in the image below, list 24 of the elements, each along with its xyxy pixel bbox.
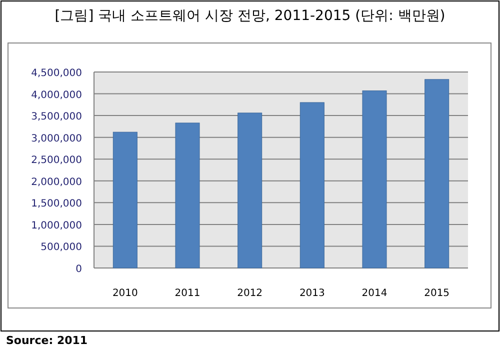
x-tick-label: 2012: [237, 288, 263, 299]
y-tick-label: 3,000,000: [31, 133, 82, 144]
y-tick-label: 0: [76, 264, 82, 275]
y-tick-label: 500,000: [40, 242, 82, 254]
source-note: Source: 2011: [6, 334, 88, 347]
bar: [300, 102, 324, 268]
y-tick-label: 1,000,000: [31, 220, 82, 232]
x-tick-label: 2010: [112, 288, 138, 299]
bar: [238, 112, 262, 268]
bar: [424, 79, 450, 268]
bar: [175, 122, 200, 268]
y-tick-label: 2,000,000: [31, 176, 82, 188]
y-tick-label: 2,500,000: [31, 155, 82, 166]
y-tick-label: 1,500,000: [31, 198, 82, 210]
bar: [112, 132, 138, 268]
x-tick-label: 2011: [174, 288, 200, 299]
y-tick-label: 4,000,000: [31, 90, 82, 101]
chart-title: [그림] 국내 소프트웨어 시장 전망, 2011-2015 (단위: 백만원): [54, 8, 446, 24]
x-tick-label: 2014: [362, 288, 388, 299]
x-tick-label: 2013: [299, 288, 325, 299]
bar: [362, 90, 387, 268]
y-tick-label: 4,500,000: [31, 68, 82, 79]
y-tick-label: 3,500,000: [31, 112, 82, 123]
x-tick-label: 2015: [424, 288, 450, 299]
